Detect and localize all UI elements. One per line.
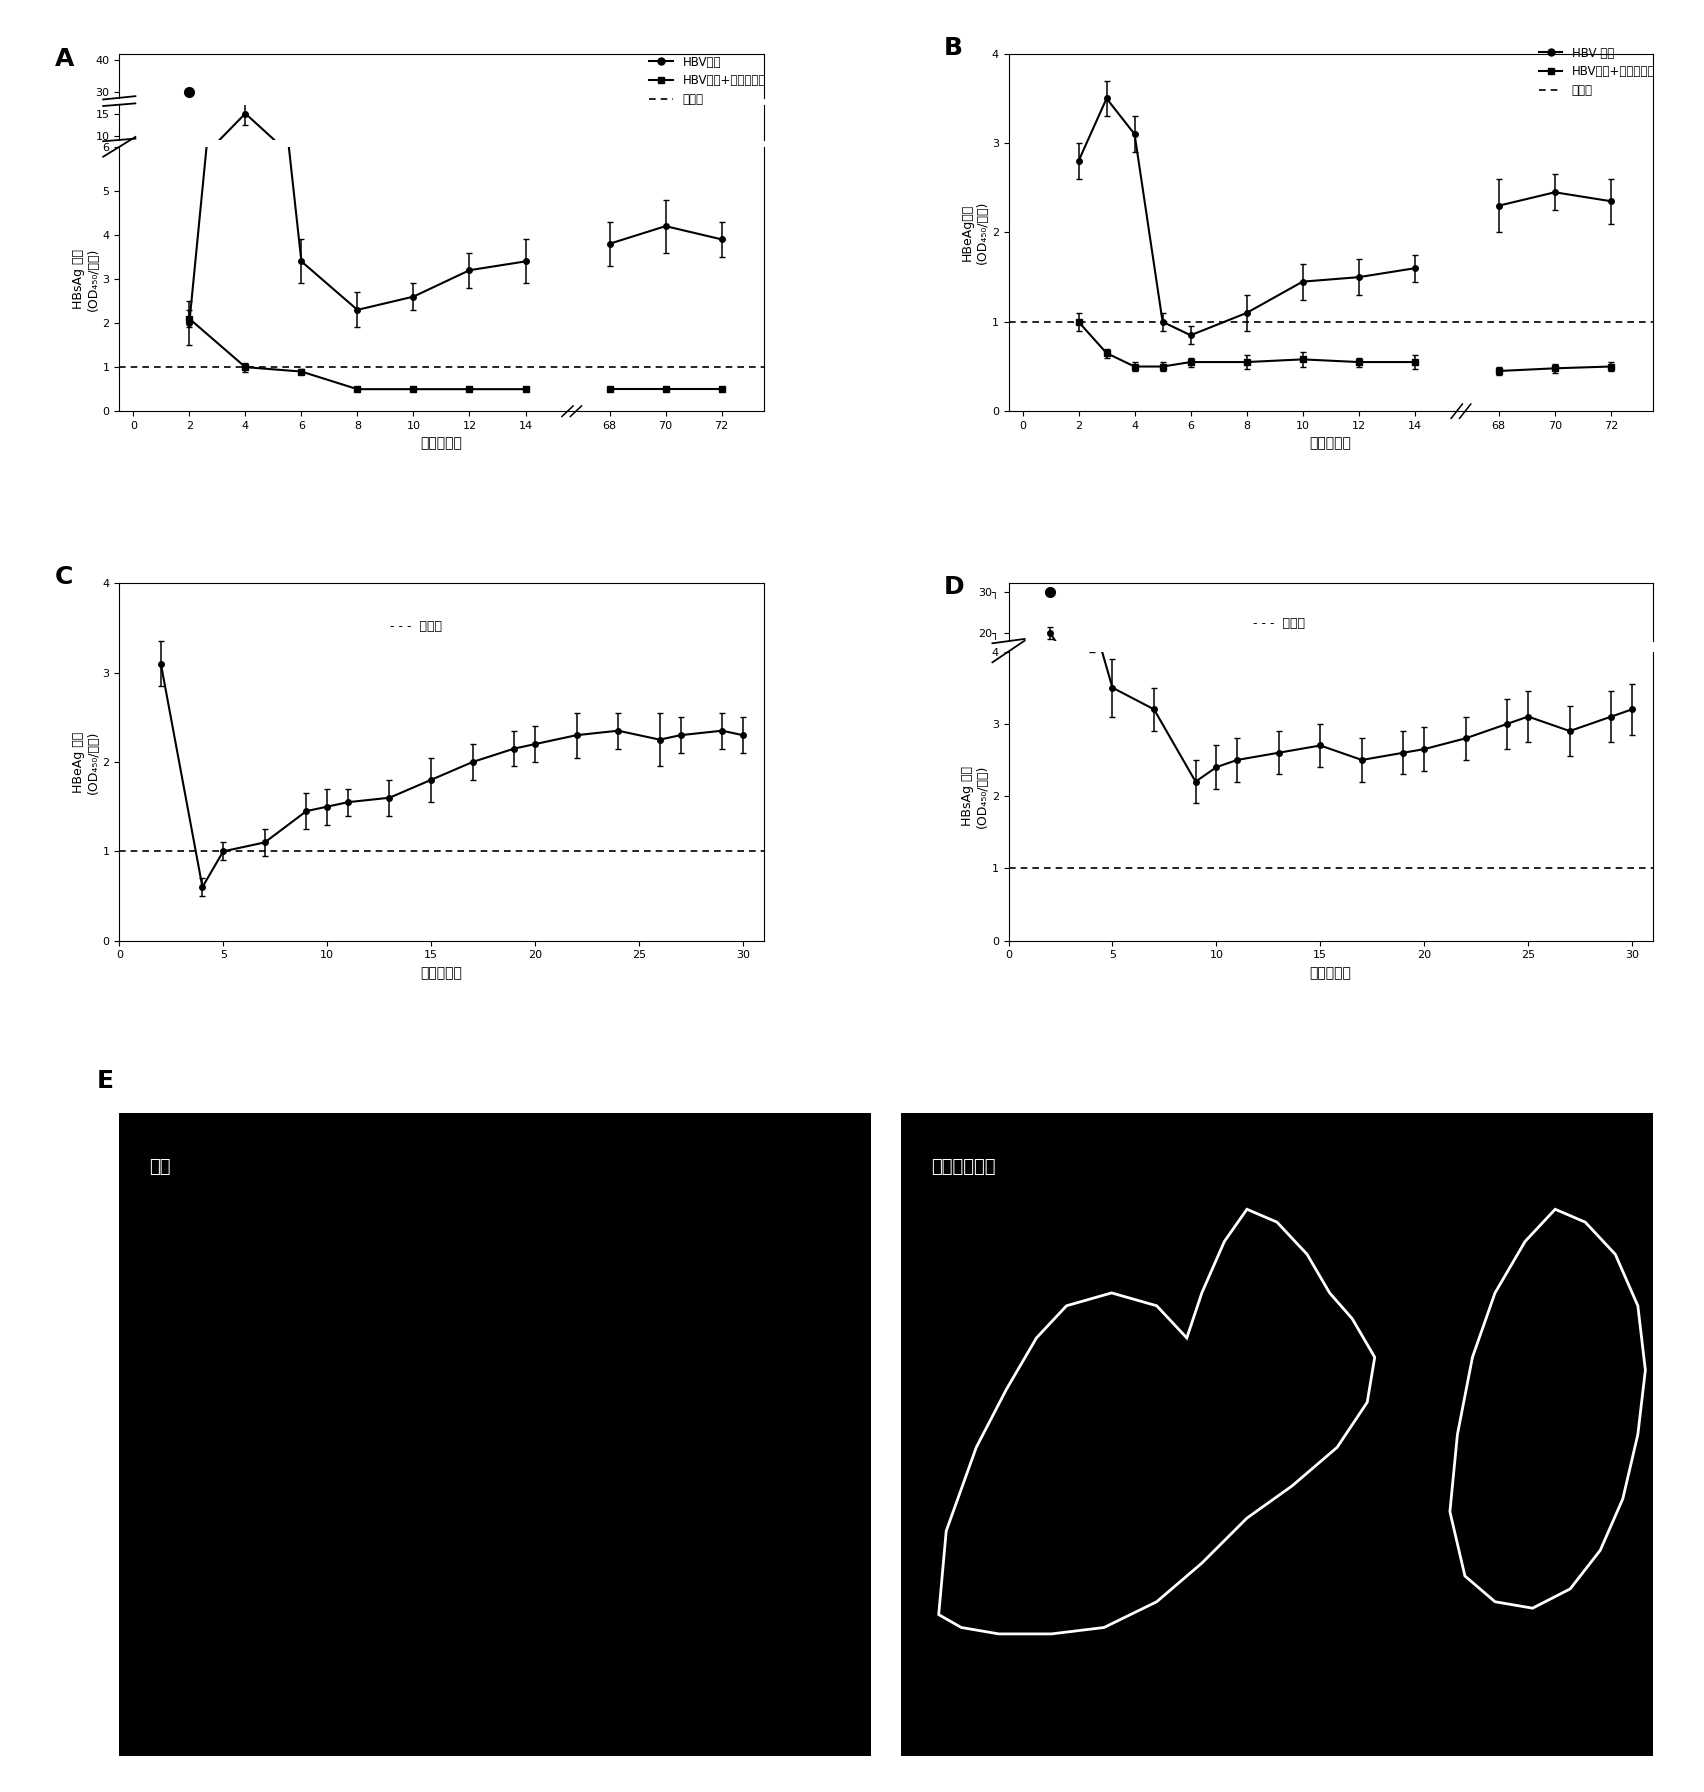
Text: 岛状结构边缘: 岛状结构边缘 [930, 1158, 995, 1176]
Text: - - -  阈值线: - - - 阈值线 [1254, 616, 1305, 631]
Text: 岛内: 岛内 [150, 1158, 170, 1176]
X-axis label: 感染后天数: 感染后天数 [1310, 437, 1351, 450]
Text: D: D [944, 575, 964, 599]
Y-axis label: HBeAg分泌
(OD₄₅₀/阈值): HBeAg分泌 (OD₄₅₀/阈值) [961, 201, 988, 263]
Y-axis label: HBeAg 分泌
(OD₄₅₀/阈值): HBeAg 分泌 (OD₄₅₀/阈值) [72, 731, 99, 794]
Legend: HBV 感染, HBV感染+感染际断剂, 阈值线: HBV 感染, HBV感染+感染际断剂, 阈值线 [1534, 41, 1660, 102]
Text: E: E [97, 1070, 114, 1093]
Y-axis label: HBsAg 分泌
(OD₄₅₀/阈值): HBsAg 分泌 (OD₄₅₀/阈值) [72, 247, 99, 310]
X-axis label: 感染后天数: 感染后天数 [421, 437, 462, 450]
Text: A: A [55, 47, 75, 72]
Y-axis label: HBsAg 分泌
(OD₄₅₀/阈值): HBsAg 分泌 (OD₄₅₀/阈值) [961, 765, 988, 828]
Text: B: B [944, 36, 963, 59]
X-axis label: 感染后天数: 感染后天数 [421, 966, 462, 980]
X-axis label: 感染后天数: 感染后天数 [1310, 966, 1351, 980]
Text: - - -  阈值线: - - - 阈值线 [390, 620, 441, 633]
Legend: HBV感染, HBV感染+感染际断剂, 阈值线: HBV感染, HBV感染+感染际断剂, 阈值线 [644, 50, 770, 111]
Text: C: C [55, 566, 73, 590]
